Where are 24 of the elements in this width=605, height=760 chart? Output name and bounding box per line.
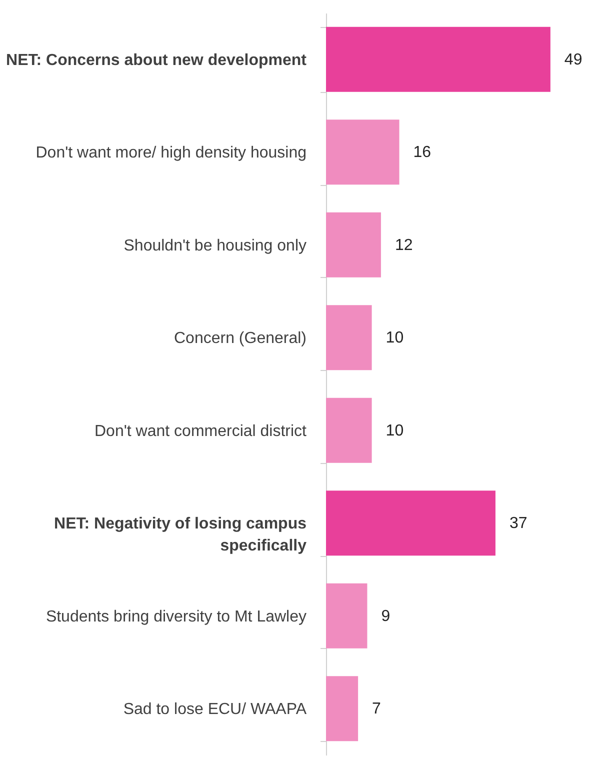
data-label: 12 bbox=[394, 236, 413, 254]
y-tick-label: Sad to lose ECU/ WAAPA bbox=[123, 701, 307, 718]
data-label: 49 bbox=[564, 51, 582, 68]
bar bbox=[326, 676, 358, 742]
y-tick-label: NET: Concerns about new development bbox=[6, 52, 308, 69]
data-label: 10 bbox=[386, 422, 404, 440]
bar bbox=[326, 305, 372, 370]
y-tick-label: Shouldn't be housing only bbox=[124, 237, 306, 254]
bar bbox=[326, 398, 372, 463]
data-label: 37 bbox=[509, 515, 528, 532]
bar bbox=[326, 490, 496, 556]
bar bbox=[326, 583, 368, 648]
y-tick-label: Don't want more/ high density housing bbox=[36, 144, 306, 162]
y-tick-label: Students bring diversity to Mt Lawley bbox=[46, 608, 306, 626]
y-tick-label: Concern (General) bbox=[174, 330, 306, 348]
y-tick-label: NET: Negativity of losing campus specifically bbox=[54, 516, 307, 555]
y-tick-label: Don't want commercial district bbox=[94, 422, 308, 440]
bar bbox=[326, 120, 400, 185]
data-label: 9 bbox=[381, 608, 390, 625]
bar bbox=[326, 26, 550, 92]
data-label: 10 bbox=[386, 330, 404, 347]
data-label: 7 bbox=[372, 700, 382, 718]
bar bbox=[326, 212, 381, 278]
data-label: 16 bbox=[413, 144, 432, 162]
